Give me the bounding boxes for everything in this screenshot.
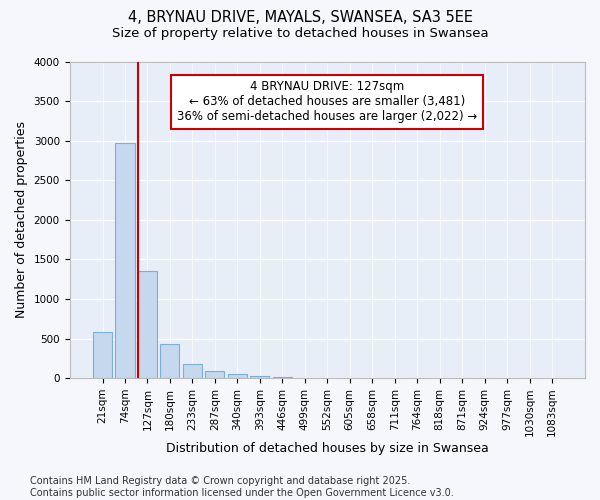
Bar	[205, 370, 224, 378]
Bar	[138, 271, 157, 378]
Bar	[93, 332, 112, 378]
Bar	[115, 143, 134, 378]
Text: 4 BRYNAU DRIVE: 127sqm
← 63% of detached houses are smaller (3,481)
36% of semi-: 4 BRYNAU DRIVE: 127sqm ← 63% of detached…	[177, 80, 478, 124]
Bar	[183, 364, 202, 378]
Bar	[160, 344, 179, 378]
Y-axis label: Number of detached properties: Number of detached properties	[15, 122, 28, 318]
Bar	[250, 376, 269, 378]
Text: Size of property relative to detached houses in Swansea: Size of property relative to detached ho…	[112, 28, 488, 40]
Bar	[273, 377, 292, 378]
Text: Contains HM Land Registry data © Crown copyright and database right 2025.
Contai: Contains HM Land Registry data © Crown c…	[30, 476, 454, 498]
Text: 4, BRYNAU DRIVE, MAYALS, SWANSEA, SA3 5EE: 4, BRYNAU DRIVE, MAYALS, SWANSEA, SA3 5E…	[128, 10, 473, 25]
Bar	[228, 374, 247, 378]
X-axis label: Distribution of detached houses by size in Swansea: Distribution of detached houses by size …	[166, 442, 488, 455]
